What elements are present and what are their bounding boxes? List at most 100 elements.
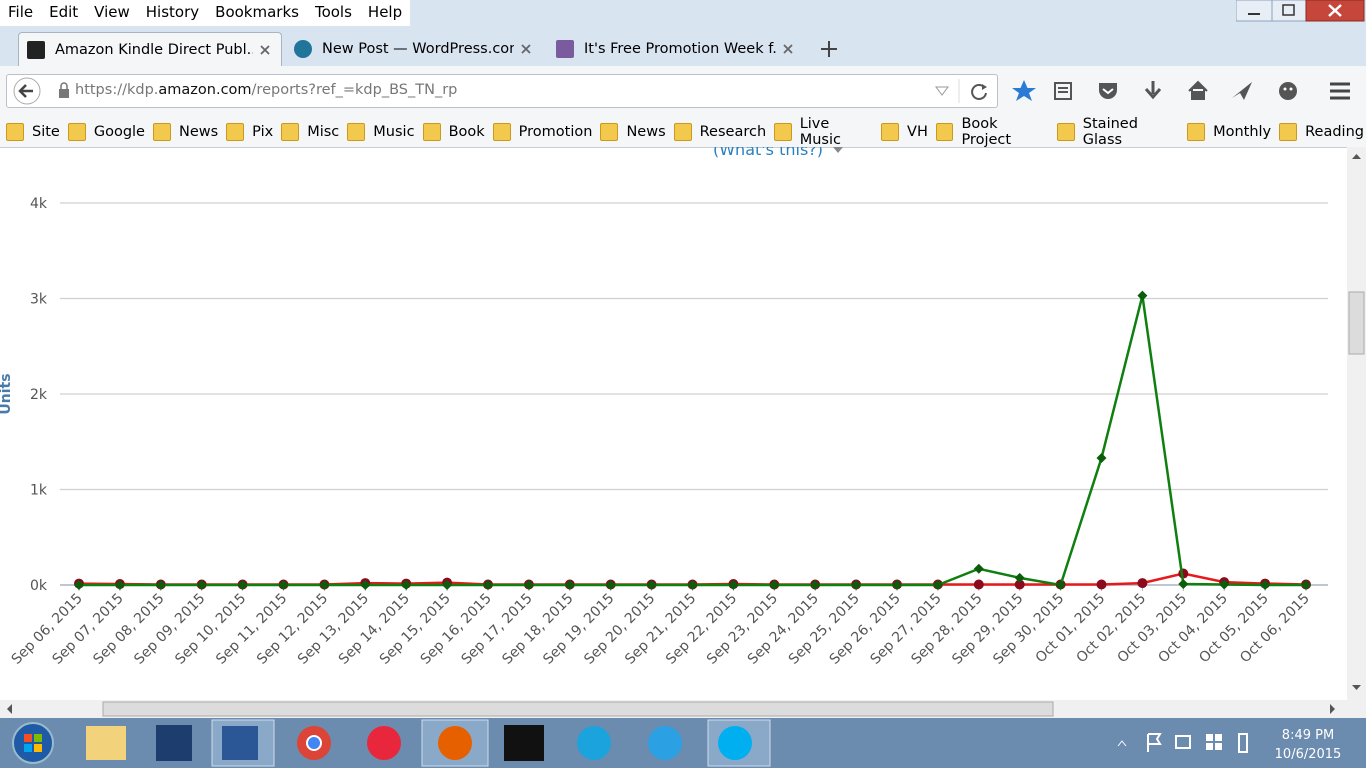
x-tick-label: Sep 22, 2015 xyxy=(663,591,740,668)
new-tab[interactable] xyxy=(818,38,840,60)
tab-title: New Post — WordPress.com xyxy=(322,41,514,57)
url-buttons[interactable] xyxy=(932,79,994,103)
x-tick-label: Sep 25, 2015 xyxy=(786,591,863,668)
bookmark-label: Misc xyxy=(307,123,340,140)
x-tick-label: Sep 19, 2015 xyxy=(540,591,617,668)
bookmark[interactable]: News xyxy=(152,122,218,141)
bookmark[interactable]: Google xyxy=(67,122,145,141)
tab-title: It's Free Promotion Week f... xyxy=(584,41,776,57)
x-tick-label: Sep 18, 2015 xyxy=(499,591,576,668)
menu-item[interactable]: Help xyxy=(367,3,403,21)
x-tick-label: Sep 08, 2015 xyxy=(90,591,167,668)
tab-favicon xyxy=(294,40,312,58)
menu-item[interactable]: Tools xyxy=(314,3,352,21)
bookmark[interactable]: Book xyxy=(422,122,485,141)
bookmark[interactable]: Music xyxy=(347,122,415,141)
bookmark[interactable]: Monthly xyxy=(1187,122,1271,141)
folder-icon xyxy=(935,122,954,141)
x-tick-label: Sep 15, 2015 xyxy=(377,591,454,668)
tab-close xyxy=(521,44,531,54)
x-tick-label: Sep 13, 2015 xyxy=(295,591,372,668)
bookmark-label: Stained Glass xyxy=(1082,115,1138,148)
bookmark[interactable]: Research xyxy=(673,122,767,141)
bookmark-label: VH xyxy=(907,123,928,140)
data-point xyxy=(892,580,902,590)
data-point xyxy=(401,580,412,590)
horizontal-scrollbar[interactable] xyxy=(0,700,1366,718)
window-controls[interactable] xyxy=(1236,0,1366,22)
menu-item[interactable]: File xyxy=(8,3,34,21)
system-tray[interactable] xyxy=(1110,728,1260,758)
bookmark-label: News xyxy=(626,123,666,140)
tab-favicon xyxy=(27,41,45,59)
tab[interactable]: It's Free Promotion Week f... xyxy=(548,32,804,66)
bookmark[interactable]: Live Music xyxy=(774,116,873,148)
bookmark[interactable]: News xyxy=(600,122,666,141)
y-axis-title: Units xyxy=(0,373,14,414)
x-tick-label: Sep 14, 2015 xyxy=(336,591,413,668)
taskbar-apps[interactable] xyxy=(0,718,1100,768)
tab[interactable]: New Post — WordPress.com xyxy=(286,32,542,66)
url-path: /reports?ref_=kdp_BS_TN_rp xyxy=(251,82,458,98)
bookmark-label: Live Music xyxy=(799,115,841,148)
toolbar-icons[interactable] xyxy=(1008,76,1366,106)
bookmark-label: Site xyxy=(32,123,60,140)
data-point xyxy=(442,580,453,590)
folder-icon xyxy=(673,122,692,141)
bookmark-label: Book Project xyxy=(961,115,1012,148)
x-tick-label: Sep 09, 2015 xyxy=(131,591,208,668)
url-bar[interactable]: https://kdp.amazon.com/reports?ref_=kdp_… xyxy=(6,74,998,108)
data-point xyxy=(1219,579,1230,590)
bookmark-label: Research xyxy=(699,123,767,140)
taskbar: 8:49 PM 10/6/2015 xyxy=(0,718,1366,768)
menu-bar: File Edit View History Bookmarks Tools Help xyxy=(0,0,411,26)
data-point xyxy=(278,580,289,590)
menu-item[interactable]: History xyxy=(145,3,200,21)
bookmark[interactable]: Site xyxy=(6,122,60,141)
tab-close xyxy=(783,44,793,54)
data-point xyxy=(605,580,616,590)
tab-close-glyph xyxy=(521,44,531,54)
tab-title: Amazon Kindle Direct Publ... xyxy=(55,42,253,58)
menu-item[interactable]: Bookmarks xyxy=(215,3,299,21)
vertical-scrollbar[interactable] xyxy=(1347,147,1366,700)
x-tick-label: Sep 24, 2015 xyxy=(745,591,822,668)
folder-icon xyxy=(1057,122,1075,141)
x-tick-label: Sep 11, 2015 xyxy=(213,591,290,668)
folder-icon xyxy=(152,122,171,141)
folder-icon xyxy=(492,122,511,141)
chart: (What's this?) Units 0k 1k 2k 3k 4k Sep 06, 2… xyxy=(0,147,1328,668)
menu-item[interactable]: View xyxy=(94,3,130,21)
bookmarks-bar: Site Google News Pix Misc Music Book Promotion N… xyxy=(0,116,1366,148)
data-point xyxy=(728,580,739,590)
data-point xyxy=(523,580,534,590)
bookmark[interactable]: VH xyxy=(881,122,928,141)
x-tick-label: Sep 17, 2015 xyxy=(459,591,536,668)
x-tick-label: Sep 12, 2015 xyxy=(254,591,331,668)
data-point xyxy=(114,580,125,590)
x-tick-label: Sep 23, 2015 xyxy=(704,591,781,668)
bookmark[interactable]: Reading xyxy=(1279,122,1364,141)
clock-time: 8:49 PM xyxy=(1281,728,1335,743)
bookmark[interactable]: Promotion xyxy=(492,122,592,141)
bookmark[interactable]: Pix xyxy=(226,122,273,141)
x-tick-label: Sep 07, 2015 xyxy=(50,591,127,668)
tab-favicon xyxy=(556,40,574,58)
x-tick-label: Sep 20, 2015 xyxy=(581,591,658,668)
bookmark[interactable]: Book Project xyxy=(935,115,1049,148)
bookmark[interactable]: Misc xyxy=(281,122,340,141)
bookmark-label: Google xyxy=(93,123,145,140)
data-point xyxy=(1096,452,1107,463)
y-tick-label: 4k xyxy=(30,196,48,212)
folder-icon xyxy=(1279,122,1298,141)
folder-icon xyxy=(881,122,900,141)
bookmark[interactable]: Stained Glass xyxy=(1057,116,1179,148)
data-point xyxy=(1137,578,1148,589)
x-tick-label: Sep 28, 2015 xyxy=(908,591,985,668)
folder-icon xyxy=(600,122,619,141)
whats-this-link[interactable]: (What's this?) xyxy=(713,147,823,159)
tab[interactable]: Amazon Kindle Direct Publ... xyxy=(18,32,282,67)
y-tick-label: 1k xyxy=(30,483,48,499)
menu-item[interactable]: Edit xyxy=(49,3,79,21)
data-point xyxy=(1301,580,1311,590)
